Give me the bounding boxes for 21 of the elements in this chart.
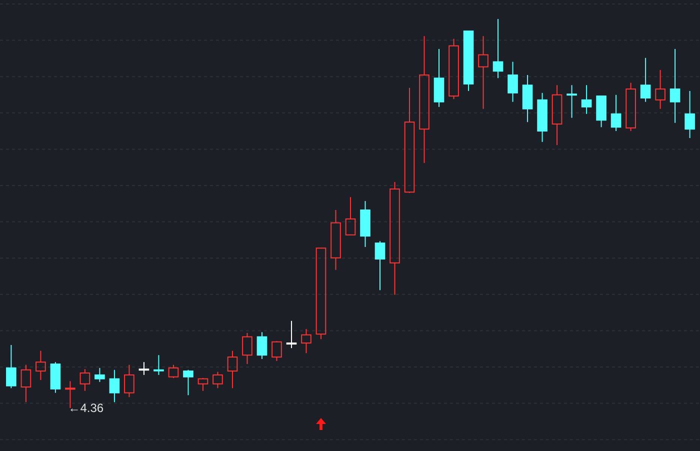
candlestick [552, 84, 562, 146]
candlestick [109, 369, 120, 403]
candlestick [566, 84, 577, 118]
candlestick [419, 36, 430, 164]
candlestick [390, 181, 400, 296]
candlestick [670, 48, 680, 124]
candlestick [20, 364, 32, 403]
candlestick [508, 61, 518, 102]
candlestick [360, 200, 370, 248]
candlestick [684, 90, 695, 139]
candlestick [522, 74, 533, 123]
candlestick [492, 18, 504, 79]
candlestick [330, 210, 341, 270]
candlestick [301, 328, 312, 354]
candlestick [478, 36, 488, 110]
candlestick [537, 92, 548, 142]
candlestick [434, 48, 444, 108]
candlestick [36, 350, 46, 380]
candlestick [655, 69, 666, 110]
candlestick [581, 84, 592, 114]
annotation: ←4.36 [68, 401, 104, 416]
